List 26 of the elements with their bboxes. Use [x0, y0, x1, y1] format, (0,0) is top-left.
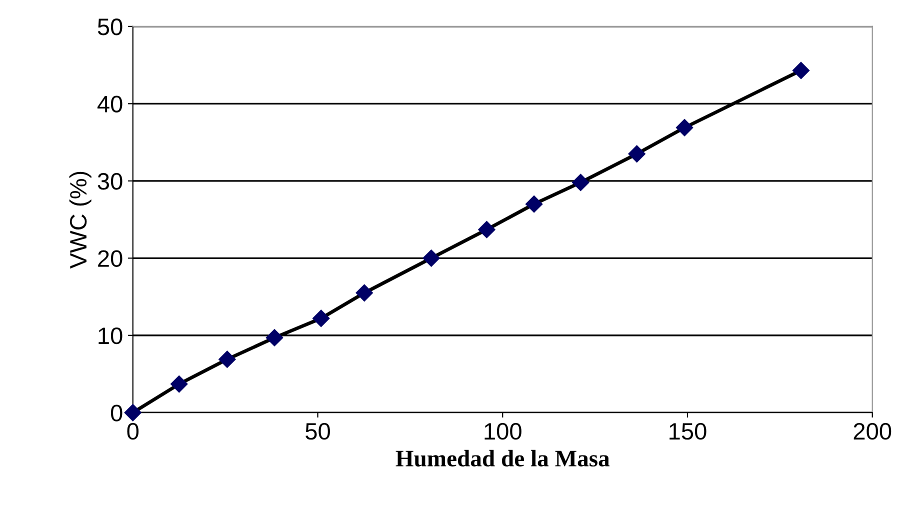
point — [312, 310, 330, 327]
point — [792, 62, 810, 80]
point — [676, 119, 694, 136]
point — [526, 196, 543, 213]
point — [572, 174, 590, 192]
point — [628, 145, 646, 162]
point — [422, 250, 440, 267]
x-tick-label: 100 — [484, 422, 522, 440]
y-tick-label: 20 — [98, 250, 122, 267]
y-tick-label: 10 — [98, 327, 122, 344]
point — [356, 284, 373, 302]
y-axis-title: VWC (%) — [69, 172, 92, 269]
x-tick-label: 200 — [854, 422, 892, 440]
y-tick-label: 30 — [98, 172, 122, 190]
y-tick-label: 0 — [110, 404, 122, 422]
x-tick-label: 50 — [306, 422, 330, 440]
x-tick-label: 150 — [670, 422, 706, 440]
point — [170, 375, 188, 393]
y-tick-label: 40 — [97, 96, 122, 112]
y-tick-label: 50 — [98, 18, 122, 36]
point — [218, 350, 236, 368]
point — [266, 329, 284, 346]
x-axis-title: Humedad de la Masa — [396, 450, 610, 467]
x-tick-label: 0 — [127, 422, 139, 440]
point — [478, 221, 496, 238]
point — [124, 404, 142, 422]
